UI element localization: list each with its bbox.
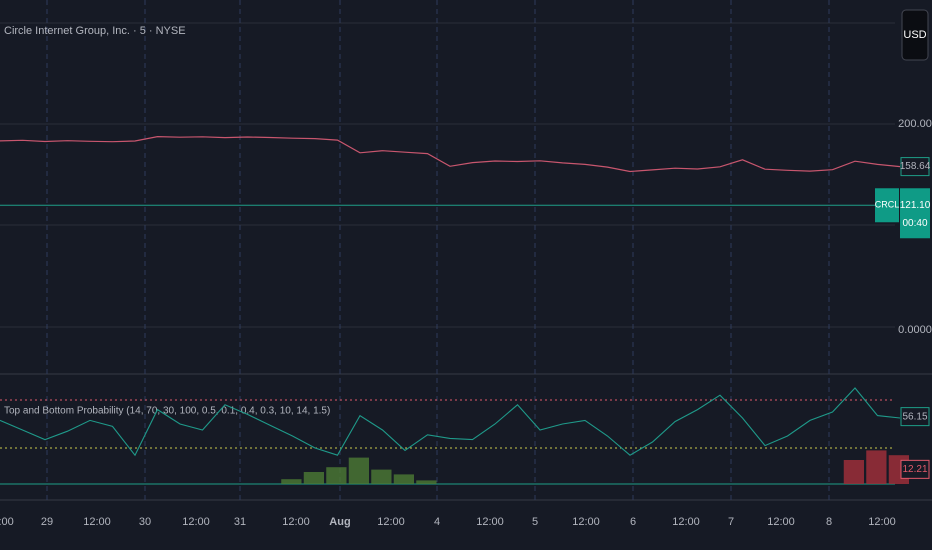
- time-label: 7: [728, 516, 734, 528]
- top-bar: [843, 460, 864, 484]
- last-close-box: [900, 157, 930, 177]
- grid: [0, 22, 932, 501]
- bottom-bar: [281, 479, 302, 484]
- time-label: 12:00: [868, 516, 896, 528]
- time-label: 12:00: [282, 516, 310, 528]
- currency-label[interactable]: USD: [903, 29, 926, 41]
- countdown: 00:40: [902, 218, 927, 229]
- bottom-bar: [326, 467, 347, 484]
- time-label: 30: [139, 516, 151, 528]
- current-price-box: [900, 188, 930, 239]
- time-label: 6: [630, 516, 636, 528]
- current-symbol: CRCL: [875, 200, 900, 210]
- symbol-title: Circle Internet Group, Inc. · 5 · NYSE: [4, 25, 186, 37]
- price-tick-label: 0.0000: [898, 324, 932, 336]
- bar-value: 12.21: [902, 464, 927, 475]
- time-label: 12:00: [377, 516, 405, 528]
- last-close-label: 158.64: [900, 161, 931, 172]
- time-label: 29: [41, 516, 53, 528]
- time-label: 8: [826, 516, 832, 528]
- bottom-bar: [393, 474, 414, 484]
- time-label: 12:00: [572, 516, 600, 528]
- current-price-label: 121.10: [900, 200, 931, 211]
- time-label: 12:00: [672, 516, 700, 528]
- indicator-value-box: [900, 407, 930, 427]
- time-label: Aug: [329, 516, 350, 528]
- indicator-value: 56.15: [902, 411, 927, 422]
- bottom-bar: [303, 472, 324, 484]
- day-separators: [46, 0, 830, 500]
- price-line: [0, 135, 901, 173]
- current-symbol-box: [875, 188, 899, 223]
- time-label: 5: [532, 516, 538, 528]
- time-label: 4: [434, 516, 440, 528]
- time-label: 12:00: [0, 516, 14, 528]
- time-label: 12:00: [182, 516, 210, 528]
- price-tick-label: 200.00: [898, 118, 932, 130]
- top-bar: [866, 450, 887, 484]
- bottom-bar: [416, 480, 437, 484]
- bottom-bar: [348, 457, 369, 484]
- time-label: 12:00: [476, 516, 504, 528]
- indicator-title: Top and Bottom Probability (14, 70, 30, …: [4, 406, 330, 417]
- bar-value-box: [900, 459, 930, 479]
- oscillator-line: [0, 387, 901, 457]
- currency-button[interactable]: [901, 9, 929, 61]
- time-label: 12:00: [83, 516, 111, 528]
- time-label: 12:00: [767, 516, 795, 528]
- time-label: 31: [234, 516, 246, 528]
- bottom-bar: [371, 469, 392, 484]
